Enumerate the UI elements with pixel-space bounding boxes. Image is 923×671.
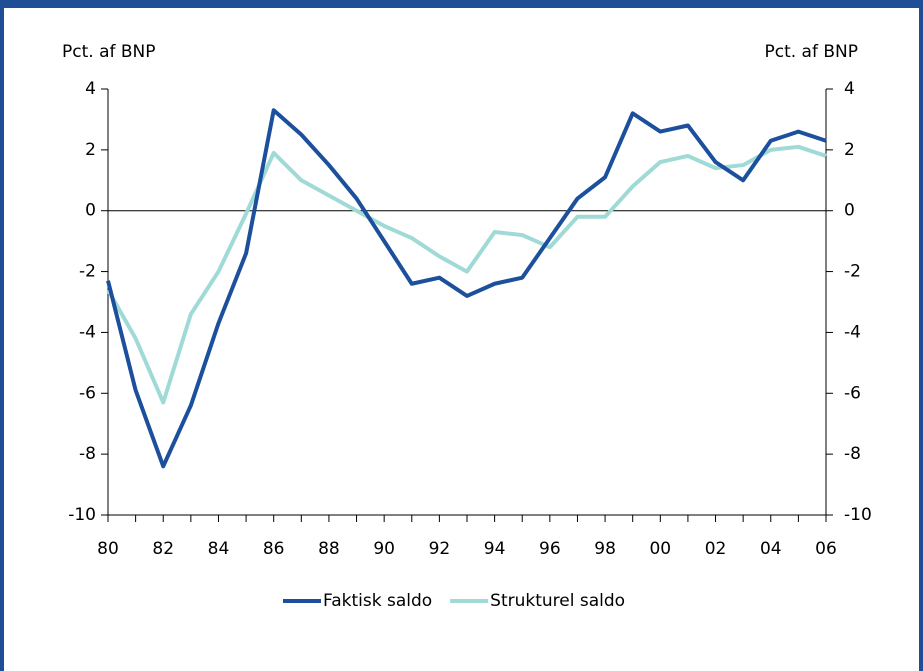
x-tick-label: 98: [594, 539, 616, 559]
frame-right: [919, 0, 923, 671]
y-tick-label: -6: [79, 383, 96, 403]
x-tick-label: 04: [760, 539, 782, 559]
y2-tick-label: 2: [844, 140, 855, 160]
x-tick-label: 90: [373, 539, 395, 559]
x-tick-label: 80: [97, 539, 119, 559]
x-tick-label: 86: [263, 539, 285, 559]
x-tick-label: 84: [208, 539, 230, 559]
legend-label: Strukturel saldo: [490, 591, 625, 611]
x-tick-label: 94: [484, 539, 506, 559]
legend-label: Faktisk saldo: [323, 591, 432, 611]
y-tick-label: 4: [85, 79, 96, 99]
y2-tick-label: -2: [844, 262, 861, 282]
y2-tick-label: -10: [844, 505, 872, 525]
y-axis-label: Pct. af BNP: [62, 42, 156, 62]
frame-top: [0, 0, 923, 8]
x-tick-label: 92: [429, 539, 451, 559]
x-tick-label: 02: [705, 539, 727, 559]
series-line: [106, 108, 827, 469]
y2-tick-label: -4: [844, 322, 861, 342]
y2-tick-label: 0: [844, 201, 855, 221]
x-tick-label: 88: [318, 539, 340, 559]
y-tick-label: -8: [79, 444, 96, 464]
x-tick-label: 00: [649, 539, 671, 559]
x-tick-label: 96: [539, 539, 561, 559]
y2-tick-label: 4: [844, 79, 855, 99]
y2-axis-label: Pct. af BNP: [764, 42, 858, 62]
x-tick-label: 82: [152, 539, 174, 559]
x-tick-label: 06: [815, 539, 837, 559]
series-line: [106, 144, 827, 405]
y-tick-label: 0: [85, 201, 96, 221]
y2-tick-label: -6: [844, 383, 861, 403]
y-tick-label: 2: [85, 140, 96, 160]
y2-tick-label: -8: [844, 444, 861, 464]
y-tick-label: -2: [79, 262, 96, 282]
frame-left: [0, 0, 4, 671]
y-tick-label: -4: [79, 322, 96, 342]
y-tick-label: -10: [68, 505, 96, 525]
